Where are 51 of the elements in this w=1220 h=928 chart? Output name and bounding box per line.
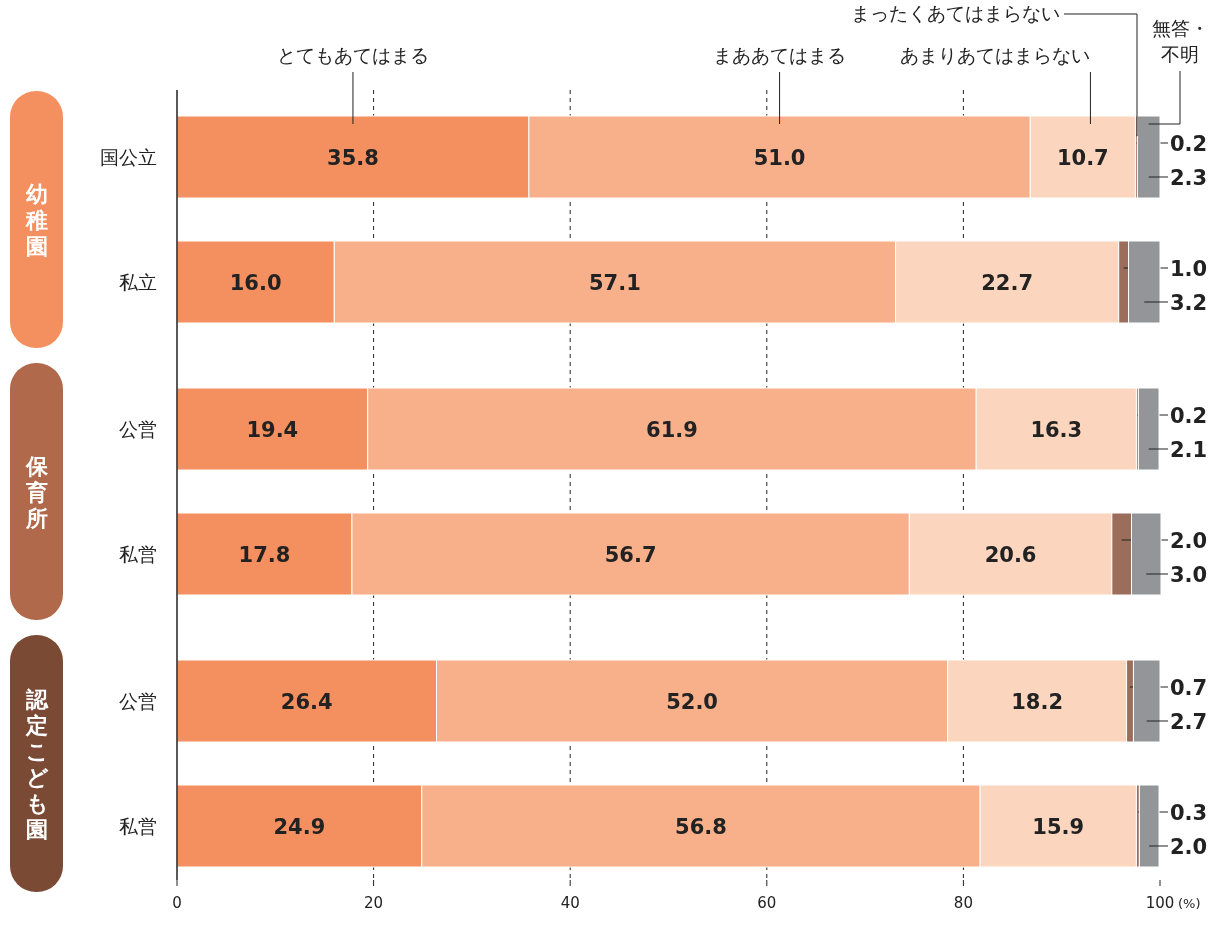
text: 保育所 [25, 453, 49, 531]
x-tick-label: 0 [172, 894, 182, 912]
data-label: 2.0 [1170, 835, 1208, 859]
data-label: 24.9 [273, 815, 326, 839]
x-tick-label: 80 [953, 894, 973, 912]
data-label: 17.8 [238, 543, 291, 567]
data-label: 0.2 [1170, 132, 1208, 156]
data-label: 52.0 [666, 690, 719, 714]
y-tick-label: 私営 [119, 543, 157, 565]
data-label: 0.7 [1170, 676, 1208, 700]
text: 認定こども園 [25, 686, 49, 842]
text: 幼稚園 [25, 181, 48, 259]
data-label: 2.7 [1170, 710, 1208, 734]
x-axis-title: (%) [1178, 896, 1201, 911]
text: 無答・不明 [1151, 17, 1209, 65]
text: とてもあてはまる [276, 44, 429, 66]
data-label: 3.0 [1170, 563, 1208, 587]
data-label: 61.9 [646, 418, 698, 442]
data-label: 15.9 [1032, 815, 1085, 839]
data-label: 3.2 [1170, 291, 1208, 315]
data-label: 18.2 [1011, 690, 1064, 714]
x-tick-label: 40 [560, 894, 580, 912]
data-label: 1.0 [1170, 257, 1208, 281]
data-label: 35.8 [327, 146, 379, 170]
data-label: 57.1 [589, 271, 641, 295]
data-label: 2.3 [1170, 166, 1208, 190]
data-label: 2.1 [1170, 438, 1208, 462]
data-label: 22.7 [981, 271, 1034, 295]
data-label: 16.3 [1030, 418, 1083, 442]
y-tick-label: 公営 [119, 690, 157, 712]
text: あまりあてはまらない [900, 44, 1091, 66]
x-tick-label: 60 [757, 894, 777, 912]
data-label: 56.7 [604, 543, 657, 567]
y-tick-label: 公営 [119, 418, 157, 440]
data-label: 0.2 [1170, 404, 1208, 428]
y-tick-label: 私営 [119, 815, 157, 837]
data-label: 26.4 [280, 690, 333, 714]
text: まああてはまる [713, 44, 847, 66]
data-label: 2.0 [1170, 529, 1208, 553]
data-label: 16.0 [229, 271, 282, 295]
data-label: 0.3 [1170, 801, 1208, 825]
data-label: 56.8 [675, 815, 727, 839]
y-tick-label: 私立 [119, 271, 157, 293]
y-tick-label: 国公立 [100, 146, 157, 168]
data-label: 10.7 [1056, 146, 1109, 170]
data-label: 19.4 [246, 418, 299, 442]
text: まったくあてはまらない [851, 2, 1060, 24]
x-tick-label: 20 [364, 894, 384, 912]
x-tick-label: 100 [1145, 894, 1175, 912]
data-label: 51.0 [753, 146, 806, 170]
data-label: 20.6 [984, 543, 1037, 567]
